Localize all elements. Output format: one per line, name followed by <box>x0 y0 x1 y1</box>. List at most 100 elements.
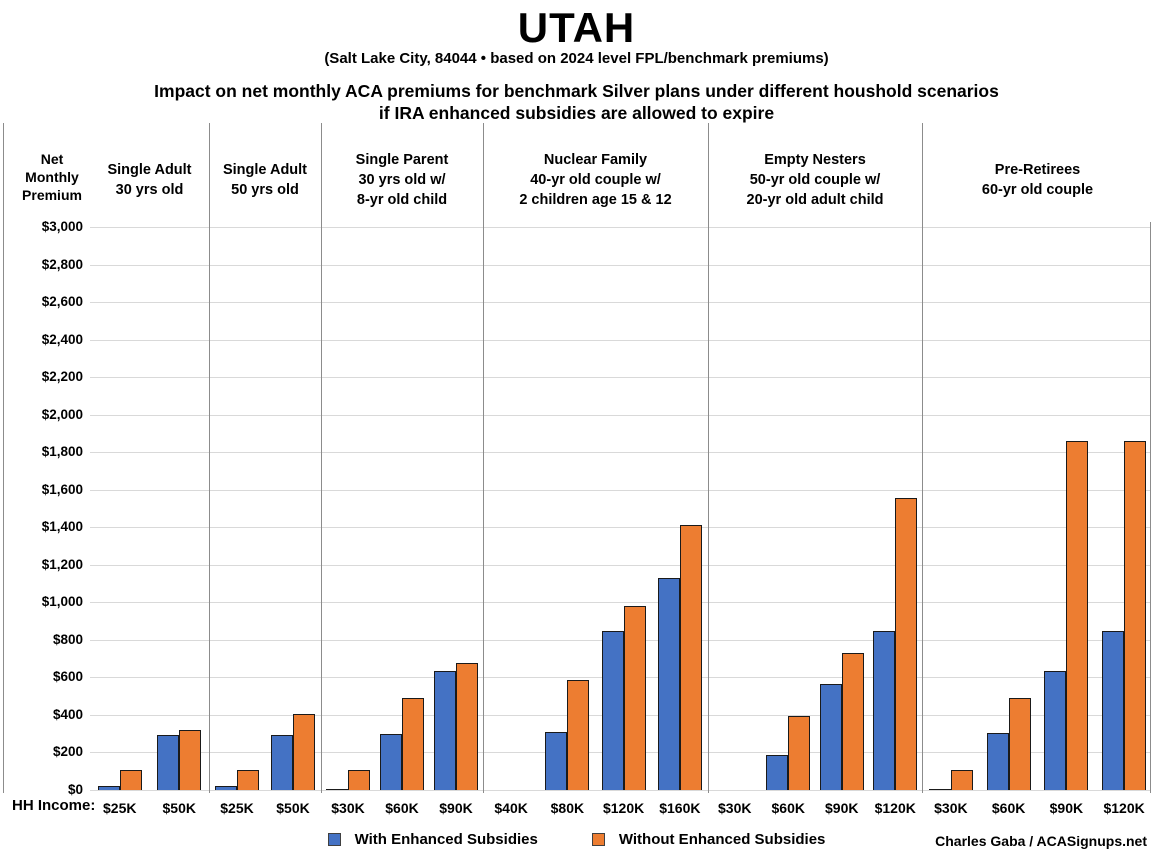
group-header: Single Adult 30 yrs old <box>90 140 209 220</box>
bar-with-enhanced <box>1044 670 1067 790</box>
bar-with-enhanced <box>157 734 180 790</box>
bar-without-enhanced <box>788 716 811 790</box>
y-tick-label: $200 <box>52 744 83 760</box>
y-tick-label: $1,000 <box>41 594 83 610</box>
gridline <box>90 790 1150 791</box>
x-tick-label: $160K <box>659 800 701 816</box>
bar-without-enhanced <box>179 729 202 790</box>
page-title: UTAH <box>517 4 636 51</box>
bar-without-enhanced <box>623 606 646 790</box>
y-tick-label: $2,600 <box>41 294 83 310</box>
bar-with-enhanced <box>986 733 1009 790</box>
bar-without-enhanced <box>293 713 315 790</box>
bar-without-enhanced <box>348 770 370 790</box>
x-tick-label: $60K <box>771 800 805 816</box>
legend-swatch-with-icon <box>327 833 341 846</box>
bar-without-enhanced <box>679 525 702 790</box>
bar-with-enhanced <box>928 788 951 790</box>
y-tick-label: $1,400 <box>41 519 83 535</box>
group-header: Pre-Retirees 60-yr old couple <box>922 140 1153 220</box>
legend-label-with: With Enhanced Subsidies <box>354 831 538 848</box>
gridline <box>90 414 1150 416</box>
y-tick-label: $3,000 <box>41 219 83 234</box>
y-tick-label: $2,800 <box>41 256 83 272</box>
x-tick-label: $120K <box>602 800 645 816</box>
gridline <box>90 264 1150 266</box>
group-header-line: Pre-Retirees <box>994 162 1081 178</box>
y-axis-title: Net Monthly Premium <box>22 151 82 203</box>
hh-income-label: HH Income: <box>12 797 96 814</box>
legend-label-without: Without Enhanced Subsidies <box>618 831 826 848</box>
x-tick-label: $50K <box>162 800 196 816</box>
bar-with-enhanced <box>434 670 456 790</box>
group-header: Single Adult 50 yrs old <box>209 140 321 220</box>
bar-without-enhanced <box>1066 440 1089 790</box>
divider-line <box>922 123 923 793</box>
x-tick-label: $80K <box>550 800 585 816</box>
bar-without-enhanced <box>237 770 259 790</box>
gridline <box>90 339 1150 341</box>
x-tick-label: $30K <box>718 800 752 816</box>
gridline <box>90 377 1150 379</box>
group-header-line: Nuclear Family <box>543 152 648 168</box>
group-header: Nuclear Family 40-yr old couple w/2 child… <box>483 140 708 220</box>
gridline <box>90 452 1150 454</box>
bar-with-enhanced <box>766 755 789 790</box>
y-tick-label: $2,200 <box>41 369 83 385</box>
chart-subtitle: (Salt Lake City, 84044 • based on 2024 l… <box>324 50 829 67</box>
group-header-line: 50-yr old couple w/ <box>749 172 881 188</box>
group-header-line: 40-yr old couple w/ <box>530 172 661 188</box>
gridline <box>90 527 1150 529</box>
divider-line <box>3 123 4 793</box>
chart-title-line1: Impact on net monthly ACA premiums for b… <box>154 81 999 101</box>
legend: With Enhanced Subsidies Without Enhanced… <box>0 831 1153 848</box>
divider-line <box>708 123 709 793</box>
x-tick-label: $120K <box>874 800 916 816</box>
group-header: Single Parent 30 yrs old w/8-yr old child <box>321 140 483 220</box>
x-tick-label: $30K <box>934 800 968 816</box>
bar-with-enhanced <box>601 631 624 790</box>
y-tick-label: $2,400 <box>41 331 83 347</box>
x-tick-label: $25K <box>103 800 137 816</box>
bar-without-enhanced <box>1124 440 1147 790</box>
bar-without-enhanced <box>567 679 590 790</box>
x-tick-label: $30K <box>331 800 365 816</box>
bar-with-enhanced <box>1102 630 1125 790</box>
gridline <box>90 227 1150 228</box>
group-header-line: Single Adult <box>107 162 192 178</box>
x-tick-label: $50K <box>276 800 310 816</box>
group-header-line: 30 yrs old w/ <box>358 172 446 188</box>
legend-swatch-without-icon <box>591 833 605 846</box>
bar-with-enhanced <box>215 786 237 790</box>
y-tick-label: $0 <box>67 782 83 797</box>
bar-with-enhanced <box>873 630 896 790</box>
group-header-line: 8-yr old child <box>356 192 448 208</box>
group-header: Empty Nesters 50-yr old couple w/20-yr ol… <box>708 140 922 220</box>
bar-without-enhanced <box>895 497 918 790</box>
group-header-line: 20-yr old adult child <box>746 192 884 208</box>
gridline <box>90 564 1150 566</box>
bar-with-enhanced <box>380 733 402 790</box>
y-tick-label: $1,600 <box>41 481 83 497</box>
divider-line <box>483 123 484 793</box>
bar-with-enhanced <box>819 683 842 790</box>
group-header-line: 60-yr old couple <box>981 182 1094 198</box>
x-tick-label: $120K <box>1103 800 1145 816</box>
group-header-line: Single Parent <box>355 152 449 168</box>
y-tick-label: $1,200 <box>41 556 83 572</box>
bar-without-enhanced <box>841 653 864 790</box>
gridline <box>90 489 1150 491</box>
group-header-line: Single Adult <box>222 162 308 178</box>
group-header-line: 50 yrs old <box>231 182 299 198</box>
bar-without-enhanced <box>456 662 478 790</box>
bar-with-enhanced <box>97 786 120 790</box>
bar-without-enhanced <box>119 770 142 790</box>
bar-with-enhanced <box>326 788 348 790</box>
divider-line <box>321 123 322 793</box>
divider-line <box>209 123 210 793</box>
chart-title-line2: if IRA enhanced subsidies are allowed to… <box>378 103 775 123</box>
gridline <box>90 302 1150 304</box>
bar-with-enhanced <box>271 734 293 790</box>
bar-with-enhanced <box>657 577 680 790</box>
